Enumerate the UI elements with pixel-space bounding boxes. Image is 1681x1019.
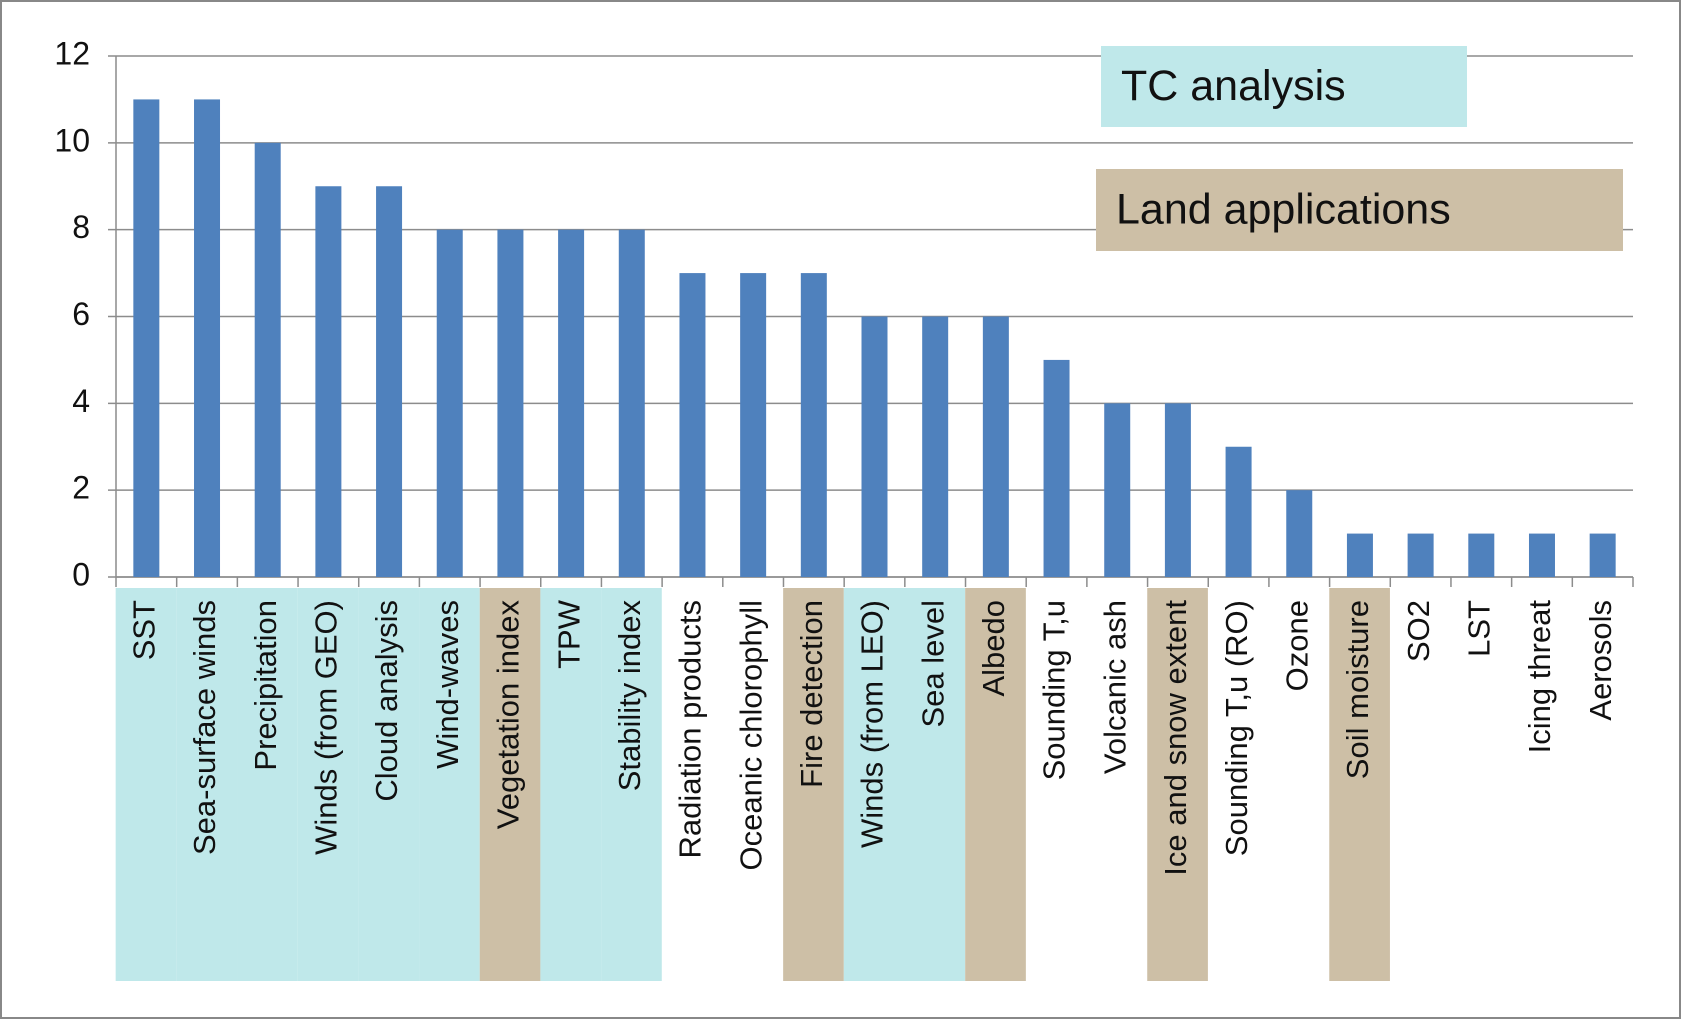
x-tick-label: Cloud analysis [369, 600, 404, 802]
bar [1589, 533, 1616, 577]
y-tick-label: 2 [72, 470, 90, 506]
bar [1104, 403, 1131, 577]
x-tick-label: Albedo [976, 600, 1011, 697]
bar [436, 229, 463, 577]
y-tick-label: 6 [72, 296, 90, 332]
x-tick-label: Winds (from GEO) [309, 600, 344, 855]
label-highlight [965, 588, 1026, 981]
label-highlight [297, 588, 359, 981]
x-tick-label: Sea-surface winds [187, 600, 222, 855]
bar [497, 229, 524, 577]
bar [1528, 533, 1555, 577]
bar [800, 273, 827, 577]
x-tick-label: Sounding T,u [1037, 600, 1072, 780]
bar [315, 186, 342, 577]
label-highlight [843, 588, 905, 981]
label-highlight [419, 588, 480, 981]
y-tick-label: 4 [72, 383, 90, 419]
label-highlight [237, 588, 298, 981]
bar [679, 273, 706, 577]
x-tick-label: Ice and snow extent [1158, 600, 1193, 876]
bar [1346, 533, 1373, 577]
x-tick-label: Oceanic chlorophyll [733, 600, 768, 871]
label-highlight [176, 588, 238, 981]
x-tick-label: Soil moisture [1340, 600, 1375, 779]
x-tick-label: Ozone [1279, 600, 1314, 691]
label-highlight [601, 588, 662, 981]
bar [1225, 446, 1252, 577]
y-tick-label: 0 [72, 556, 90, 592]
bar [740, 273, 767, 577]
bar [618, 229, 645, 577]
legend-box [1096, 169, 1623, 251]
bar [194, 99, 221, 578]
legend-box [1101, 46, 1467, 127]
y-tick-label: 8 [72, 209, 90, 245]
x-tick-label: Icing threat [1522, 600, 1557, 754]
label-highlight [904, 588, 966, 981]
label-highlight [1147, 588, 1208, 981]
bar [376, 186, 403, 577]
x-tick-label: Wind-waves [430, 600, 465, 769]
bar [1164, 403, 1191, 577]
x-tick-label: Stability index [612, 600, 647, 792]
bar [1407, 533, 1434, 577]
label-highlight [540, 588, 602, 981]
x-tick-label: TPW [551, 599, 586, 669]
x-tick-label: Sounding T,u (RO) [1219, 600, 1254, 856]
legend-label: Land applications [1116, 185, 1451, 233]
x-tick-label: SST [127, 600, 162, 660]
bar [254, 142, 281, 578]
y-tick-label: 10 [54, 122, 90, 158]
x-tick-label: Vegetation index [491, 600, 526, 830]
x-tick-label: Radiation products [673, 600, 708, 859]
label-highlight [358, 588, 420, 981]
bar [1468, 533, 1495, 577]
x-tick-label: Sea level [915, 600, 950, 728]
x-tick-label: Fire detection [794, 600, 829, 788]
bar [1043, 359, 1070, 577]
bar [861, 316, 888, 577]
legend-label: TC analysis [1121, 62, 1346, 110]
x-tick-label: Aerosols [1583, 600, 1618, 721]
x-tick-label: LST [1461, 600, 1496, 657]
bar [558, 229, 585, 577]
x-tick-label: Winds (from LEO) [855, 600, 890, 848]
bar [982, 316, 1009, 577]
bar [922, 316, 949, 577]
label-highlight [479, 588, 541, 981]
bar [1286, 490, 1313, 577]
bar [133, 99, 160, 578]
y-tick-label: 12 [54, 35, 90, 71]
x-tick-label: SO2 [1401, 600, 1436, 662]
label-highlight [115, 588, 177, 981]
label-highlight [783, 588, 844, 981]
x-tick-label: Volcanic ash [1097, 600, 1132, 774]
label-highlight [1329, 588, 1390, 981]
x-tick-label: Precipitation [248, 600, 283, 771]
